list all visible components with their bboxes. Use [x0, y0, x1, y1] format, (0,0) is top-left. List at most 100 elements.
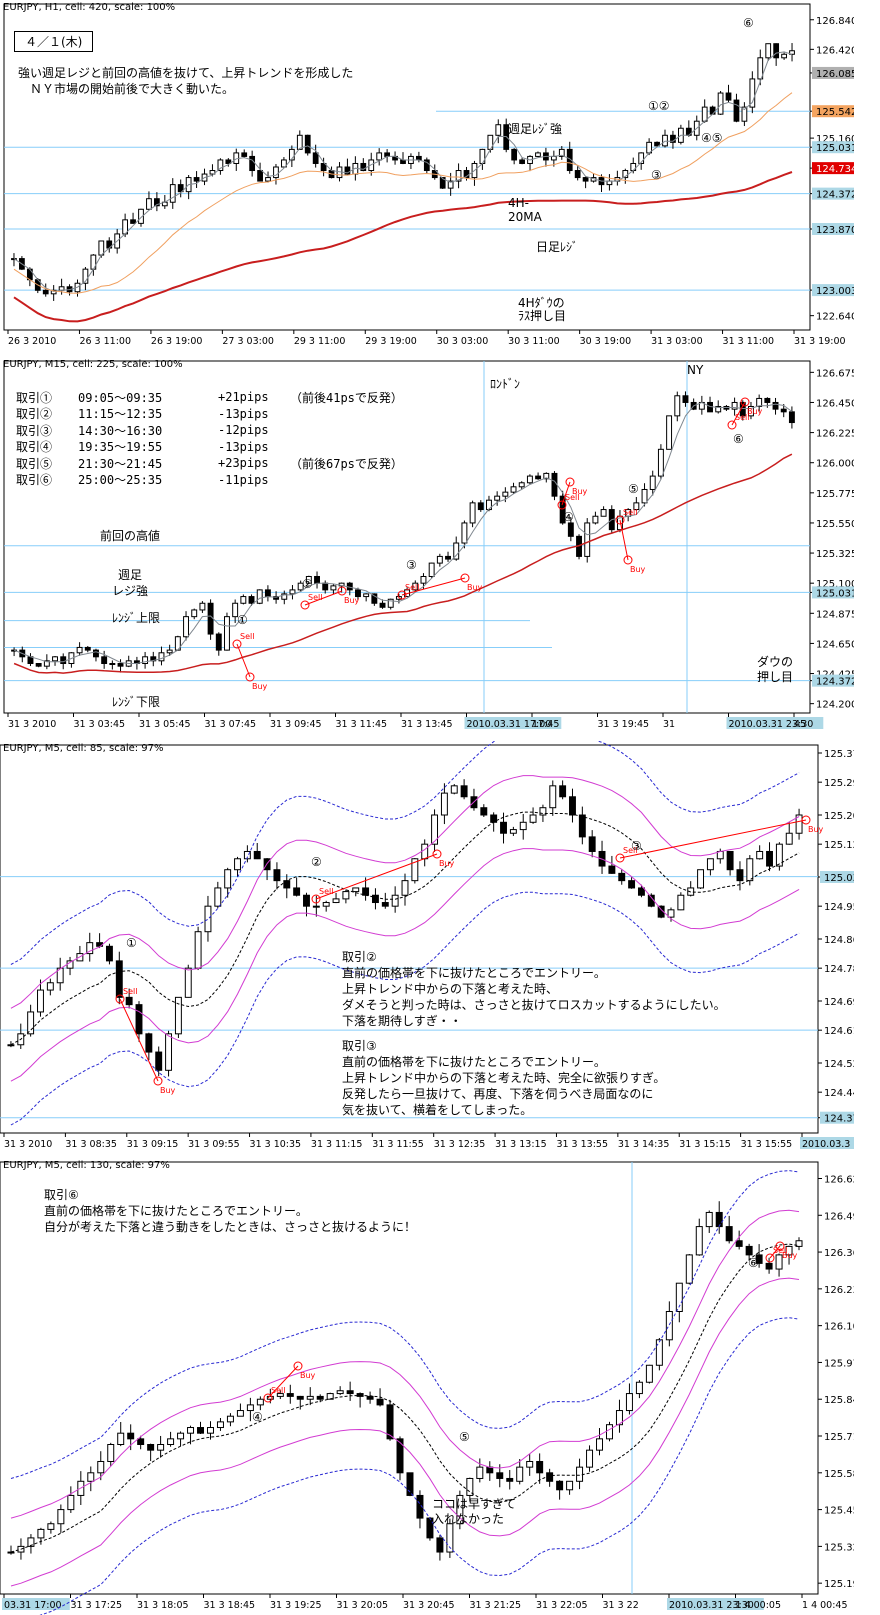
candle-body	[675, 1282, 683, 1312]
price-tag-bg	[820, 1111, 854, 1124]
trade-time: 19:35～19:55	[78, 440, 163, 455]
trade-exit-marker	[623, 555, 633, 565]
candle-body	[60, 656, 67, 665]
candle-body	[490, 814, 498, 823]
candle-body	[795, 1240, 803, 1247]
candle-body	[191, 609, 198, 618]
trade-entry-marker	[232, 639, 242, 649]
ma-long-red	[13, 171, 793, 323]
price-tag-bg	[812, 141, 854, 154]
candle-body	[735, 1240, 743, 1247]
candle-body	[158, 652, 165, 662]
h1-note-line1: 強い週足レジと前回の高値を抜けて、上昇トレンドを形成した	[18, 66, 354, 80]
candle-body	[166, 649, 173, 654]
candle-body	[526, 1460, 534, 1468]
candle-body	[138, 208, 144, 224]
h1-marker-3: ③	[651, 168, 662, 182]
trade-pips: -13pips	[218, 439, 269, 454]
buy-tag: Buy	[300, 1371, 316, 1380]
candle-body	[306, 1395, 314, 1400]
label-range-lower: ﾚﾝｼﾞ下限	[112, 695, 161, 709]
candle-body	[174, 996, 182, 1035]
candle-body	[546, 1472, 554, 1482]
candle-body	[736, 869, 744, 882]
trade2-line4: 下落を期待しすぎ・・	[342, 1014, 462, 1028]
candle-body	[725, 1226, 733, 1242]
candle-body	[266, 1395, 274, 1400]
x-tick-label: 2010.03.31 23:30	[669, 1600, 754, 1611]
callout-too-early: ココは早すぎて 入れなかった	[432, 1497, 517, 1526]
candle-body	[559, 495, 566, 524]
candle-body	[214, 887, 222, 907]
candle-body	[87, 1472, 95, 1482]
candle-body	[715, 1211, 723, 1228]
candle-body	[332, 898, 340, 904]
candle-body	[273, 596, 280, 600]
m5a-chart-title: EURJPY, M5, cell: 85, scale: 97%	[3, 743, 164, 754]
x-tick-label: 31 3 08:35	[65, 1139, 117, 1150]
candle-body	[605, 1424, 613, 1440]
plot-frame	[0, 1161, 819, 1595]
candle-body	[217, 159, 224, 172]
buy-tag: Buy	[747, 407, 763, 416]
y-tick-label: 125.97	[824, 1358, 854, 1369]
candle-body	[586, 1449, 594, 1468]
trade-row-5: 取引⑤ 21:30～21:45 +23pips （前後67psで反発）	[16, 455, 403, 472]
m15-chart-panel[interactable]: 126.675 126.450 126.225 126.000 125.775 125.5…	[0, 357, 854, 740]
candle-body	[436, 1537, 444, 1553]
y-tick-label: 126.675	[816, 368, 854, 379]
candle-body	[641, 488, 648, 504]
x-tick-label: 1 4 00:45	[802, 1600, 848, 1611]
candle-body	[35, 663, 42, 667]
candle-body	[592, 515, 599, 524]
x-tag-bg	[726, 717, 824, 729]
candle-body	[662, 134, 668, 147]
candle-body	[342, 891, 350, 900]
candle-body	[157, 1444, 165, 1451]
candle-body	[224, 869, 232, 889]
x-tick-label: 31 3 10:35	[250, 1139, 302, 1150]
candle-body	[312, 905, 320, 908]
price-tag-bg	[812, 105, 854, 118]
candle-body	[717, 92, 724, 115]
trade-line	[119, 998, 159, 1082]
candle-body	[381, 902, 389, 907]
trade-remark: （前後67psで反発）	[290, 456, 403, 471]
candle-body	[193, 177, 200, 182]
candle-body	[142, 656, 149, 665]
x-tick-label: 31 3 07:45	[205, 719, 257, 730]
trade-entry-marker	[557, 500, 567, 510]
candle-body	[440, 792, 448, 816]
m15-chart-svg: 126.675 126.450 126.225 126.000 125.775 125.5…	[3, 360, 854, 730]
candle-body	[746, 858, 754, 882]
candle-body	[772, 401, 779, 410]
candle-body	[296, 1395, 304, 1400]
buy-tag: Buy	[160, 1086, 176, 1095]
candle-body	[645, 1364, 653, 1383]
plot-frame	[3, 360, 811, 714]
candle-body	[526, 475, 533, 484]
candle-body	[657, 448, 664, 477]
x-tag-bg	[2, 1598, 70, 1610]
candle-body	[638, 152, 645, 164]
candle-body	[529, 814, 537, 823]
candle-body	[376, 1398, 384, 1406]
candle-body	[567, 522, 574, 537]
y-tick-label: 125.775	[816, 489, 854, 500]
candle-body	[781, 53, 787, 59]
m5-chart-panel-1[interactable]: 125.37 125.29 125.20 125.12 125.03 124.95 124.…	[0, 741, 854, 1152]
candle-body	[748, 405, 754, 417]
x-tick-label: 31 3 19:45	[598, 719, 650, 730]
candle-body	[37, 989, 44, 1013]
candle-body	[677, 894, 685, 911]
candle-body	[566, 1480, 574, 1491]
x-tick-label: 31 3 09:55	[188, 1139, 240, 1150]
x-tick-label: 31 3 13:45	[401, 719, 453, 730]
m5-chart-panel-2[interactable]: 126.62 126.49 126.36 126.23 126.10 125.97 125.…	[0, 1158, 854, 1615]
candle-body	[726, 850, 734, 871]
trade-number: 取引④	[16, 440, 53, 455]
candle-body	[649, 475, 656, 490]
trade-exit-marker	[293, 1361, 303, 1371]
h1-chart-panel[interactable]: 126.840 126.420 126.085 125.542 125.160 125.0…	[0, 0, 854, 350]
candle-body	[406, 1472, 414, 1496]
